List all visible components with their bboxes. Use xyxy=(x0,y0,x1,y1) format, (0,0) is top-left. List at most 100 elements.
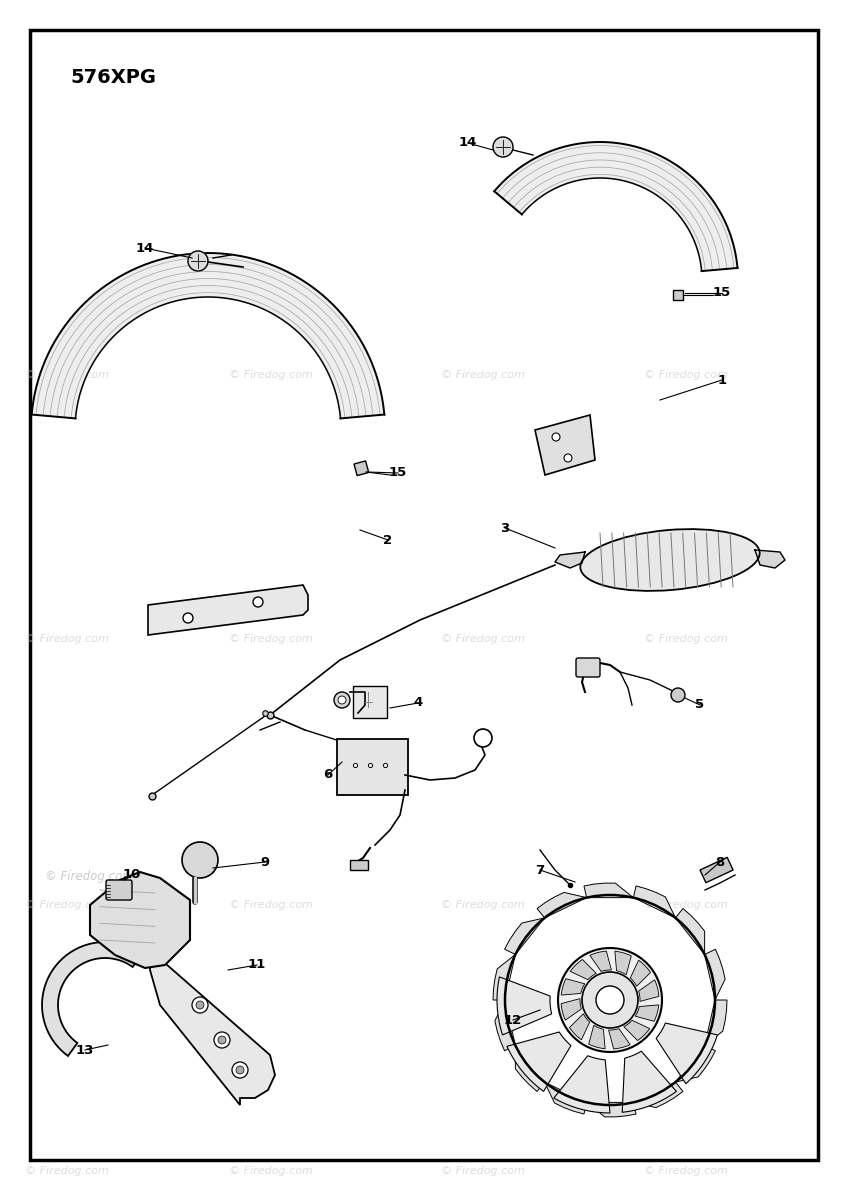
Circle shape xyxy=(338,696,346,704)
Bar xyxy=(673,290,683,300)
Text: © Firedog.com: © Firedog.com xyxy=(229,370,313,379)
Text: 12: 12 xyxy=(504,1014,522,1026)
Polygon shape xyxy=(570,960,596,979)
Polygon shape xyxy=(493,954,516,1000)
Circle shape xyxy=(334,692,350,708)
Polygon shape xyxy=(495,1000,516,1051)
Bar xyxy=(350,860,368,870)
Polygon shape xyxy=(755,550,785,568)
Text: © Firedog.com: © Firedog.com xyxy=(644,900,728,910)
Polygon shape xyxy=(554,1056,610,1114)
Circle shape xyxy=(671,688,685,702)
Polygon shape xyxy=(505,918,544,954)
Circle shape xyxy=(493,137,513,157)
Polygon shape xyxy=(639,980,659,1001)
Polygon shape xyxy=(497,977,552,1034)
Polygon shape xyxy=(42,942,142,1056)
FancyBboxPatch shape xyxy=(106,880,132,900)
Text: © Firedog.com: © Firedog.com xyxy=(229,900,313,910)
Text: © Firedog.com: © Firedog.com xyxy=(441,634,525,643)
Text: 13: 13 xyxy=(75,1044,94,1056)
Polygon shape xyxy=(587,1103,636,1117)
Text: 10: 10 xyxy=(123,869,141,882)
Text: 14: 14 xyxy=(459,137,477,150)
Text: 11: 11 xyxy=(248,959,266,972)
FancyBboxPatch shape xyxy=(337,739,408,794)
Polygon shape xyxy=(561,998,582,1020)
Circle shape xyxy=(552,433,560,440)
Circle shape xyxy=(188,251,208,271)
Text: 14: 14 xyxy=(136,241,154,254)
FancyBboxPatch shape xyxy=(576,658,600,677)
Circle shape xyxy=(236,1066,244,1074)
Polygon shape xyxy=(544,1082,587,1114)
Ellipse shape xyxy=(580,529,760,590)
Polygon shape xyxy=(584,883,633,898)
Bar xyxy=(354,461,369,475)
Text: 2: 2 xyxy=(383,534,393,546)
Polygon shape xyxy=(590,952,611,971)
Circle shape xyxy=(558,948,662,1052)
Circle shape xyxy=(196,1001,204,1009)
Text: 15: 15 xyxy=(389,467,407,480)
FancyBboxPatch shape xyxy=(353,686,387,718)
Polygon shape xyxy=(494,142,738,271)
Polygon shape xyxy=(676,1045,716,1082)
Circle shape xyxy=(232,1062,248,1078)
Text: 7: 7 xyxy=(535,864,544,876)
Polygon shape xyxy=(589,1025,605,1049)
Text: © Firedog.com: © Firedog.com xyxy=(25,900,109,910)
Circle shape xyxy=(182,842,218,878)
Polygon shape xyxy=(609,1028,630,1049)
Text: 6: 6 xyxy=(323,768,332,781)
Polygon shape xyxy=(535,415,595,475)
Polygon shape xyxy=(561,979,585,995)
Text: © Firedog.com: © Firedog.com xyxy=(25,1166,109,1176)
Polygon shape xyxy=(537,893,587,918)
Polygon shape xyxy=(630,960,650,986)
Circle shape xyxy=(564,454,572,462)
Polygon shape xyxy=(635,1004,659,1021)
Text: © Firedog.com: © Firedog.com xyxy=(644,634,728,643)
Circle shape xyxy=(218,1036,226,1044)
Circle shape xyxy=(596,986,624,1014)
Polygon shape xyxy=(615,952,631,974)
Text: 8: 8 xyxy=(716,856,725,869)
Polygon shape xyxy=(656,1024,717,1084)
Polygon shape xyxy=(633,1082,683,1108)
Text: © Firedog.com: © Firedog.com xyxy=(229,634,313,643)
Polygon shape xyxy=(624,1020,650,1040)
Polygon shape xyxy=(31,253,384,419)
Polygon shape xyxy=(570,1014,589,1039)
Circle shape xyxy=(582,972,638,1028)
Text: 5: 5 xyxy=(695,698,705,712)
Circle shape xyxy=(183,613,193,623)
Text: © Firedog.com: © Firedog.com xyxy=(441,900,525,910)
Polygon shape xyxy=(676,908,705,954)
Text: © Firedog.com: © Firedog.com xyxy=(25,634,109,643)
Polygon shape xyxy=(555,552,585,568)
Text: 3: 3 xyxy=(500,522,510,534)
Polygon shape xyxy=(90,872,190,968)
Text: © Firedog.com: © Firedog.com xyxy=(441,1166,525,1176)
Polygon shape xyxy=(633,886,676,918)
Circle shape xyxy=(214,1032,230,1048)
Text: © Firedog.com: © Firedog.com xyxy=(229,1166,313,1176)
Text: 1: 1 xyxy=(717,373,727,386)
Text: © Firedog.com: © Firedog.com xyxy=(45,870,134,883)
Polygon shape xyxy=(507,1032,571,1092)
Polygon shape xyxy=(516,1045,544,1092)
Polygon shape xyxy=(150,950,275,1105)
Text: 4: 4 xyxy=(413,696,422,709)
Text: © Firedog.com: © Firedog.com xyxy=(25,370,109,379)
Polygon shape xyxy=(622,1051,677,1112)
Text: 15: 15 xyxy=(713,287,731,300)
Text: 9: 9 xyxy=(260,856,270,869)
Circle shape xyxy=(253,596,263,607)
Text: 576XPG: 576XPG xyxy=(70,68,156,86)
Polygon shape xyxy=(705,949,725,1000)
Polygon shape xyxy=(148,584,308,635)
Polygon shape xyxy=(705,1000,727,1045)
Bar xyxy=(700,857,734,883)
Text: © Firedog.com: © Firedog.com xyxy=(441,370,525,379)
